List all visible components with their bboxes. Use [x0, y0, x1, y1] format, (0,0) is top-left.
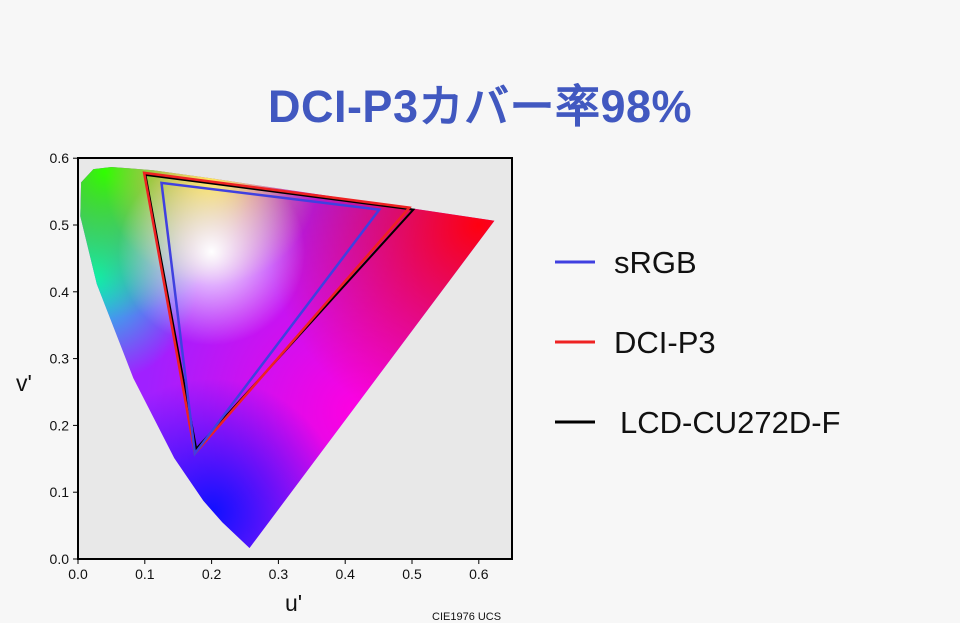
- gamut-triangle-srgb: [160, 181, 382, 457]
- x-tick-label: 0.6: [469, 566, 489, 582]
- page-title: DCI-P3カバー率98%: [267, 81, 693, 132]
- y-tick-label: 0.3: [50, 351, 70, 367]
- y-tick-label: 0.0: [50, 551, 70, 567]
- y-tick-label: 0.6: [50, 150, 70, 166]
- y-tick-label: 0.1: [50, 484, 70, 500]
- legend-label: sRGB: [614, 245, 697, 280]
- x-tick-label: 0.3: [269, 566, 289, 582]
- legend: sRGB DCI-P3 LCD-CU272D-F: [555, 245, 840, 440]
- x-axis-label: u': [285, 590, 302, 616]
- x-tick-label: 0.2: [202, 566, 222, 582]
- chart-note: CIE1976 UCS: [432, 611, 501, 623]
- x-tick-label: 0.5: [402, 566, 422, 582]
- x-tick-label: 0.1: [135, 566, 155, 582]
- legend-label: DCI-P3: [614, 325, 716, 360]
- y-tick-label: 0.5: [50, 217, 70, 233]
- y-axis-label: v': [16, 370, 32, 396]
- x-tick-label: 0.0: [68, 566, 88, 582]
- x-tick-label: 0.4: [335, 566, 355, 582]
- y-tick-label: 0.2: [50, 417, 70, 433]
- gamut-triangle-dci-p3: [142, 171, 412, 457]
- legend-label: LCD-CU272D-F: [620, 405, 840, 440]
- y-tick-label: 0.4: [50, 284, 70, 300]
